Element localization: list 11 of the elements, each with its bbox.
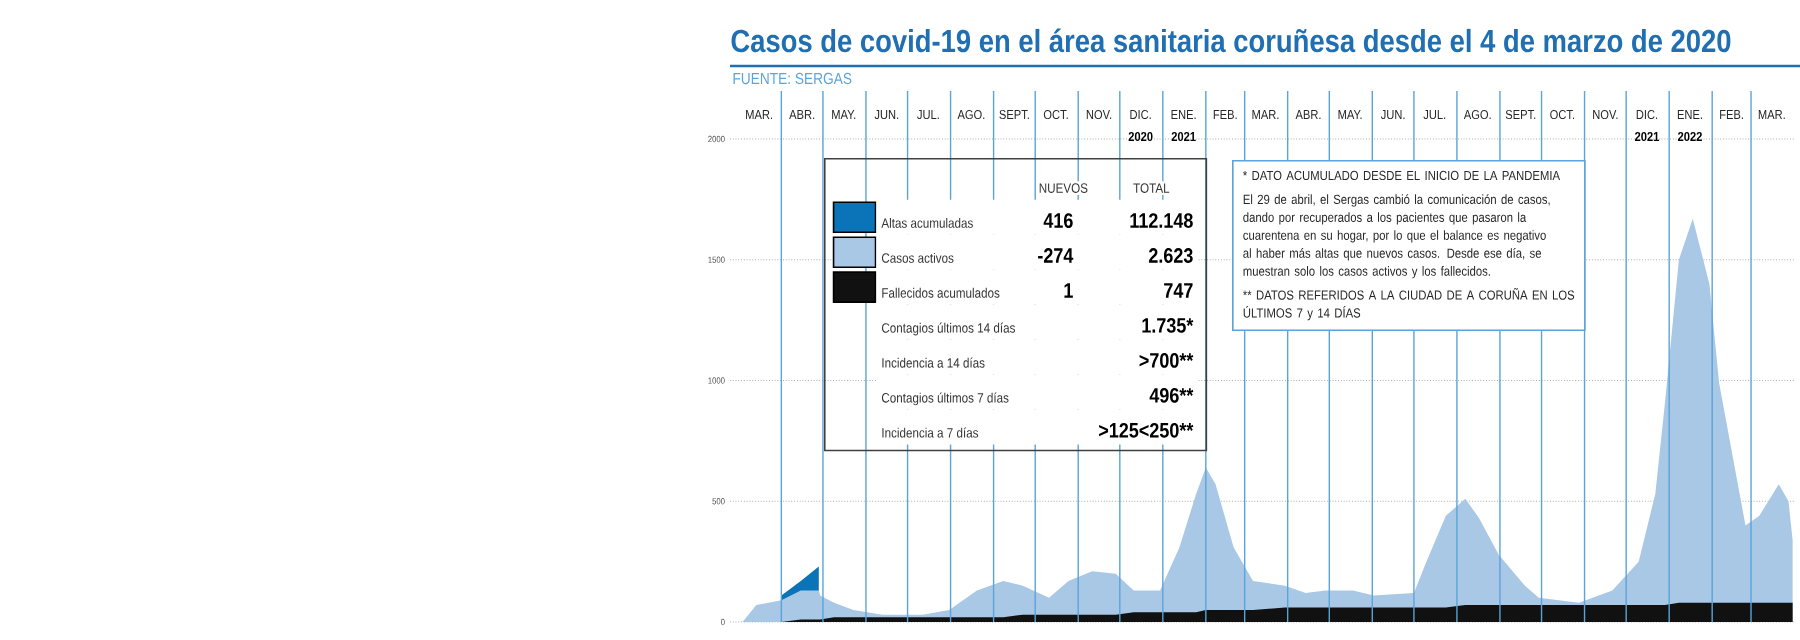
annotation: 2.623 <box>1148 248 1193 263</box>
annotation: >125<250** <box>1099 422 1194 438</box>
annotation: 747 <box>1164 283 1193 298</box>
annotation: >700** <box>1139 352 1194 368</box>
annotation: 1 <box>1064 283 1073 298</box>
annotation: 112.148 <box>1130 213 1193 228</box>
annotation: 1.735* <box>1142 318 1194 333</box>
chart-title: Casos de covid-19 en el área sanitaria coruñesa desde el 4 de marzo de 2020 <box>731 28 1731 53</box>
annotation: 496** <box>1149 387 1194 403</box>
annotation: 416 <box>1043 213 1073 228</box>
annotation: -274 <box>1038 248 1074 263</box>
